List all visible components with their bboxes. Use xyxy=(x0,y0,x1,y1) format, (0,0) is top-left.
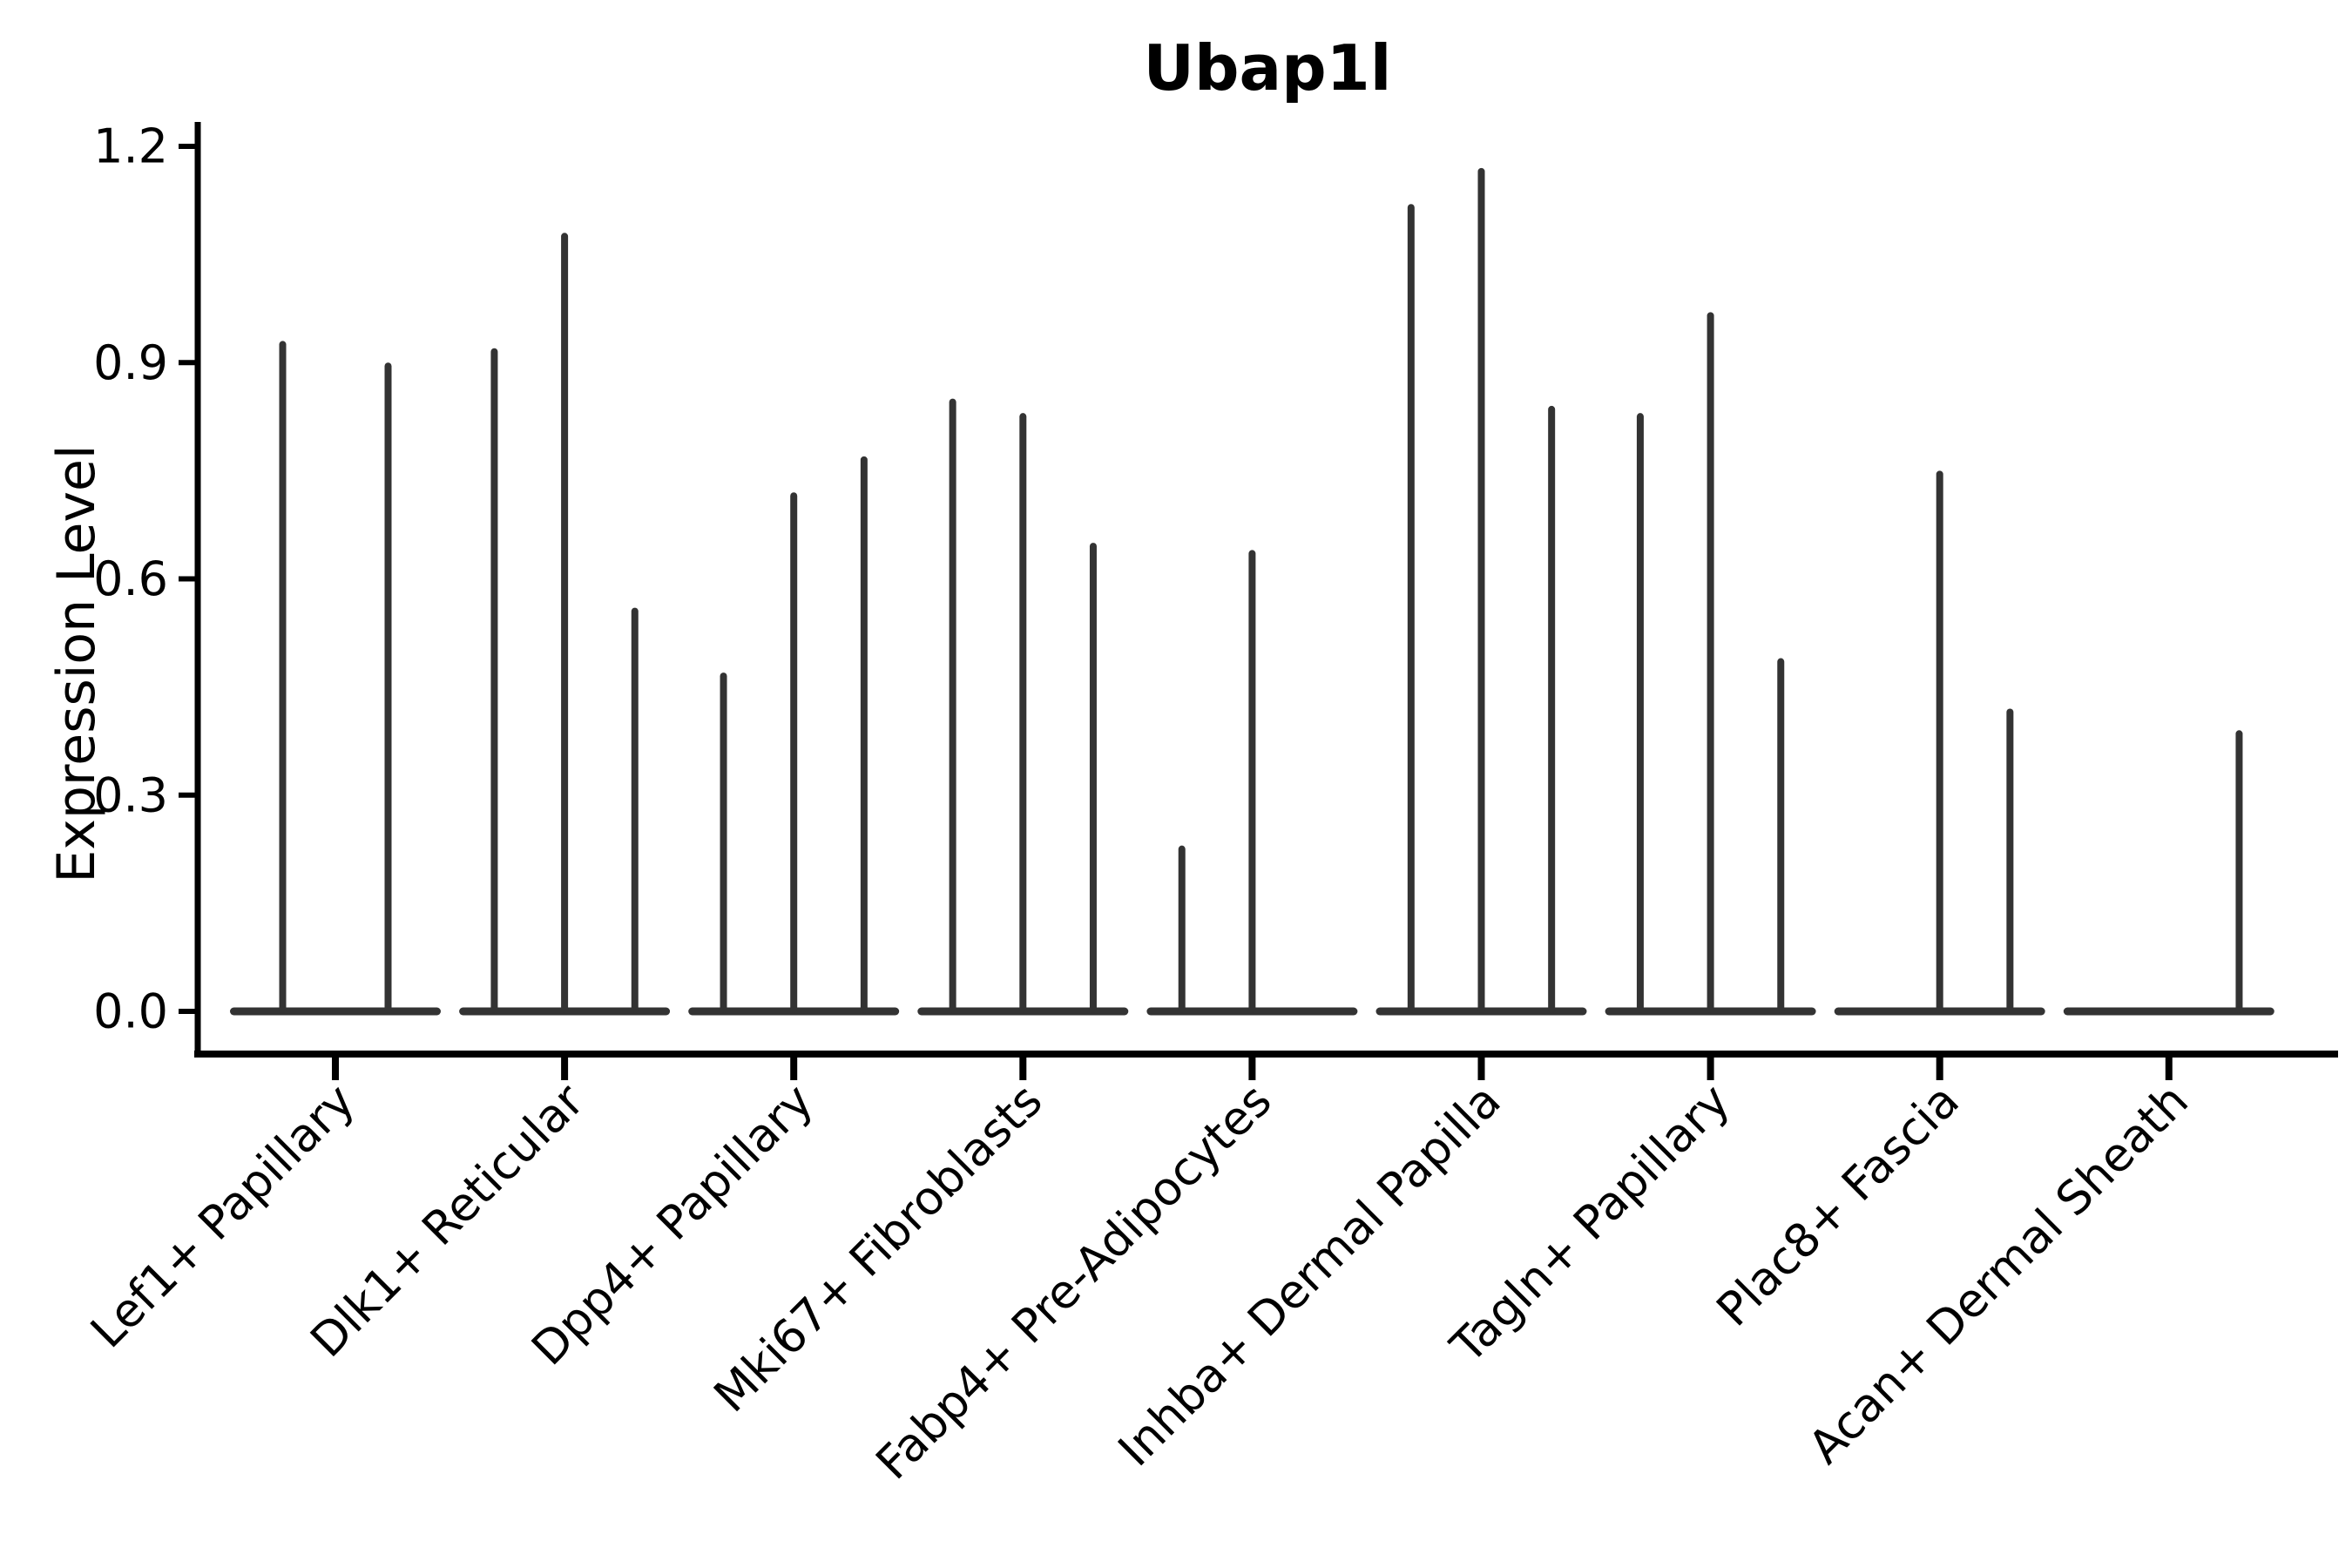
x-category-label: Acan+ Dermal Sheath xyxy=(1799,1074,2199,1474)
y-tick-label: 0.3 xyxy=(93,767,168,822)
x-category-label: Plac8+ Fascia xyxy=(1707,1074,1969,1336)
y-tick-label: 0.0 xyxy=(93,984,168,1039)
violin-spike xyxy=(1248,550,1256,1013)
y-tick-label: 0.6 xyxy=(93,551,168,606)
violin-spike xyxy=(1707,312,1714,1013)
violin-spike xyxy=(1407,204,1415,1013)
violin-spike xyxy=(949,398,956,1013)
violin-spike xyxy=(1178,845,1186,1013)
violin-spike xyxy=(631,607,639,1013)
violin-spike xyxy=(1477,167,1485,1013)
violin-spike xyxy=(561,233,569,1013)
violin-spike xyxy=(2006,708,2014,1013)
violin-base xyxy=(2063,1007,2274,1016)
x-category-label: Inhba+ Dermal Papilla xyxy=(1109,1074,1511,1477)
violin-base xyxy=(230,1007,441,1016)
violin-spike xyxy=(279,341,287,1013)
violin-spike xyxy=(860,456,868,1013)
violin-spike xyxy=(720,672,727,1013)
violin-spike xyxy=(1636,413,1644,1013)
violin-spike xyxy=(384,362,392,1013)
violin-spike xyxy=(1019,413,1027,1013)
violin-spike xyxy=(2235,730,2243,1013)
violin-spike xyxy=(1777,658,1785,1013)
violin-spike xyxy=(790,492,798,1013)
violin-spike xyxy=(1548,405,1556,1013)
y-tick-label: 1.2 xyxy=(93,119,168,174)
y-tick-label: 0.9 xyxy=(93,335,168,390)
chart-title: Ubap1l xyxy=(1143,31,1392,105)
x-category-label: Fabp4+ Pre-Adipocytes xyxy=(866,1074,1281,1490)
violin-spike xyxy=(490,348,498,1013)
violin-spike xyxy=(1089,543,1097,1013)
violin-spike xyxy=(1936,470,1943,1013)
